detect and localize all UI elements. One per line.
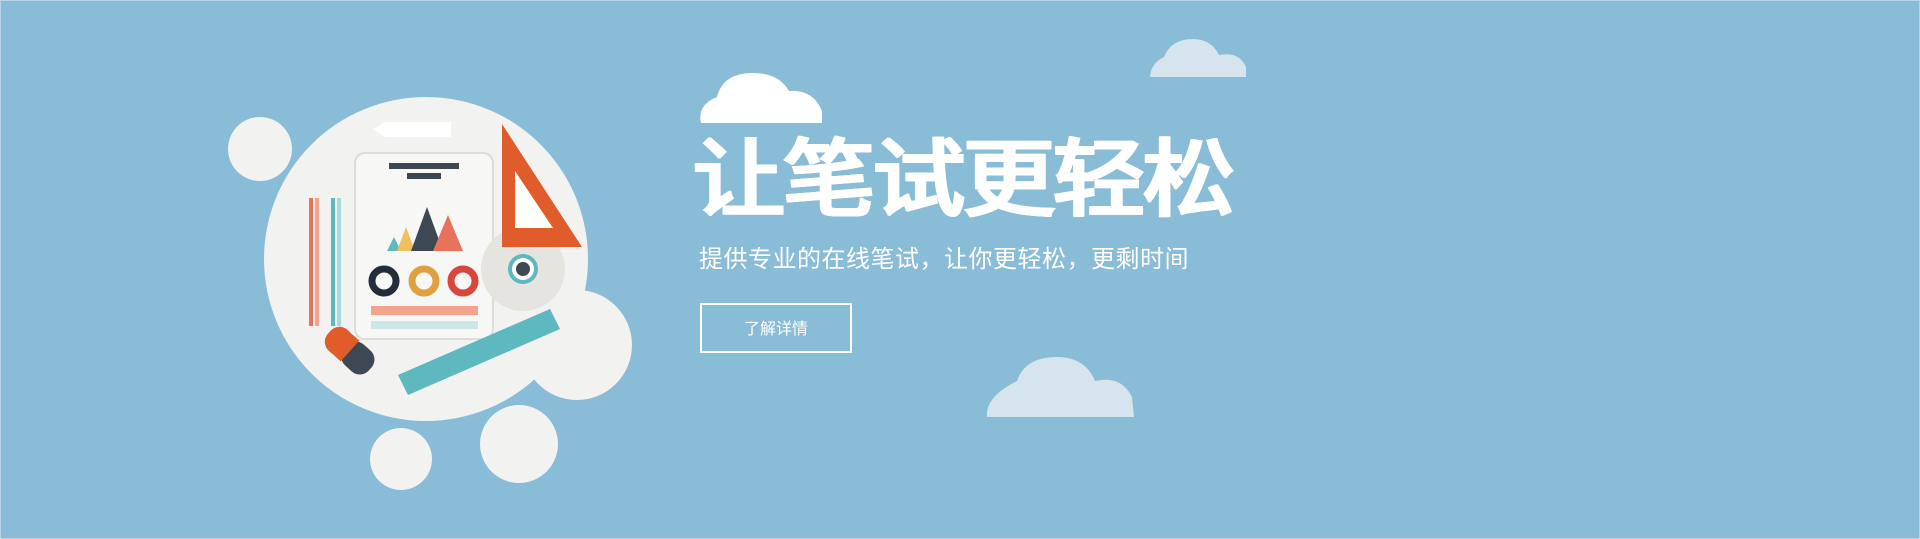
progress-line (371, 306, 478, 315)
ruler-icon (398, 309, 560, 395)
hero-subtitle: 提供专业的在线笔试，让你更轻松，更剩时间 (699, 245, 1189, 273)
cloud-icon (986, 357, 1134, 417)
ring-icons (368, 265, 479, 297)
cloud-icon (700, 73, 822, 123)
eraser-icon (324, 326, 375, 375)
hero-headline: 让笔试更轻松 (693, 130, 1235, 230)
learn-more-button[interactable]: 了解详情 (700, 303, 852, 353)
cloud-icon (1150, 39, 1246, 77)
progress-line (371, 321, 478, 329)
compass-icon (481, 227, 565, 311)
pencil-lines-icon (309, 198, 341, 326)
pencil-icon (373, 122, 451, 137)
triangle-ruler-icon (502, 124, 582, 247)
mountain-chart-icon (387, 207, 463, 251)
